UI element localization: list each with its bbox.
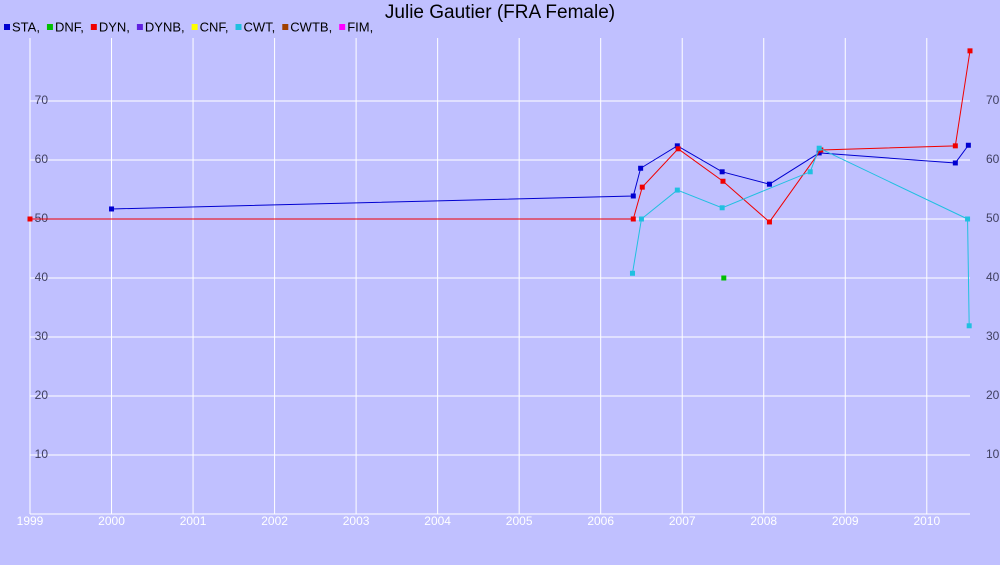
data-point [766,219,772,225]
x-tick-label: 2009 [832,514,859,528]
data-point [952,143,958,149]
data-point [720,178,726,184]
data-point [807,169,813,175]
y-tick-label-right: 30 [986,329,1000,343]
chart-title: Julie Gautier (FRA Female) [385,2,615,23]
x-tick-label: 2005 [506,514,533,528]
data-point [816,145,822,151]
data-point [639,184,645,190]
y-tick-label: 30 [35,329,49,343]
data-point [630,193,636,199]
x-tick-label: 2010 [913,514,940,528]
data-point [721,275,727,281]
data-point [965,142,971,148]
data-point [674,187,680,193]
legend-swatch [136,24,143,30]
legend-label: STA, [12,19,40,34]
data-point [766,181,772,187]
data-point [966,323,972,329]
data-point [109,206,115,212]
data-point [630,216,636,222]
legend-swatch [90,24,97,30]
legend-swatch [46,24,53,30]
y-tick-label: 20 [35,388,49,402]
legend-label: DNF, [55,19,84,34]
y-tick-label-right: 70 [986,93,1000,107]
data-point [719,169,725,175]
x-tick-label: 2000 [98,514,125,528]
data-point [967,48,973,54]
x-tick-label: 2001 [180,514,207,528]
data-point [638,165,644,171]
y-tick-label: 40 [35,270,49,284]
legend-label: FIM, [347,19,373,34]
legend-swatch [235,24,242,30]
y-tick-label-right: 20 [986,388,1000,402]
data-point [638,216,644,222]
y-tick-label: 50 [35,211,49,225]
legend-swatch [282,24,289,30]
data-point [674,143,680,149]
legend-swatch [339,24,346,30]
legend-swatch [4,24,10,30]
x-tick-label: 2002 [261,514,288,528]
x-tick-label: 2007 [669,514,696,528]
legend-label: DYNB, [145,19,185,34]
y-tick-label: 10 [35,447,49,461]
data-point [629,270,635,276]
data-point [27,216,33,222]
legend-swatch [191,24,198,30]
legend-label: CWT, [244,19,276,34]
legend-label: DYN, [99,19,130,34]
data-point [675,146,681,152]
data-point [965,216,971,222]
data-point [952,160,958,166]
y-tick-label-right: 10 [986,447,1000,461]
x-tick-label: 2008 [750,514,777,528]
legend-label: CWTB, [290,19,332,34]
y-tick-label-right: 40 [986,270,1000,284]
y-tick-label-right: 50 [986,211,1000,225]
legend-label: CNF, [200,19,229,34]
x-tick-label: 2006 [587,514,614,528]
x-tick-label: 1999 [17,514,44,528]
data-point [719,205,725,211]
x-tick-label: 2004 [424,514,451,528]
y-tick-label: 60 [35,152,49,166]
series-line [631,147,970,326]
y-tick-label: 70 [35,93,49,107]
y-tick-label-right: 60 [986,152,1000,166]
x-tick-label: 2003 [343,514,370,528]
